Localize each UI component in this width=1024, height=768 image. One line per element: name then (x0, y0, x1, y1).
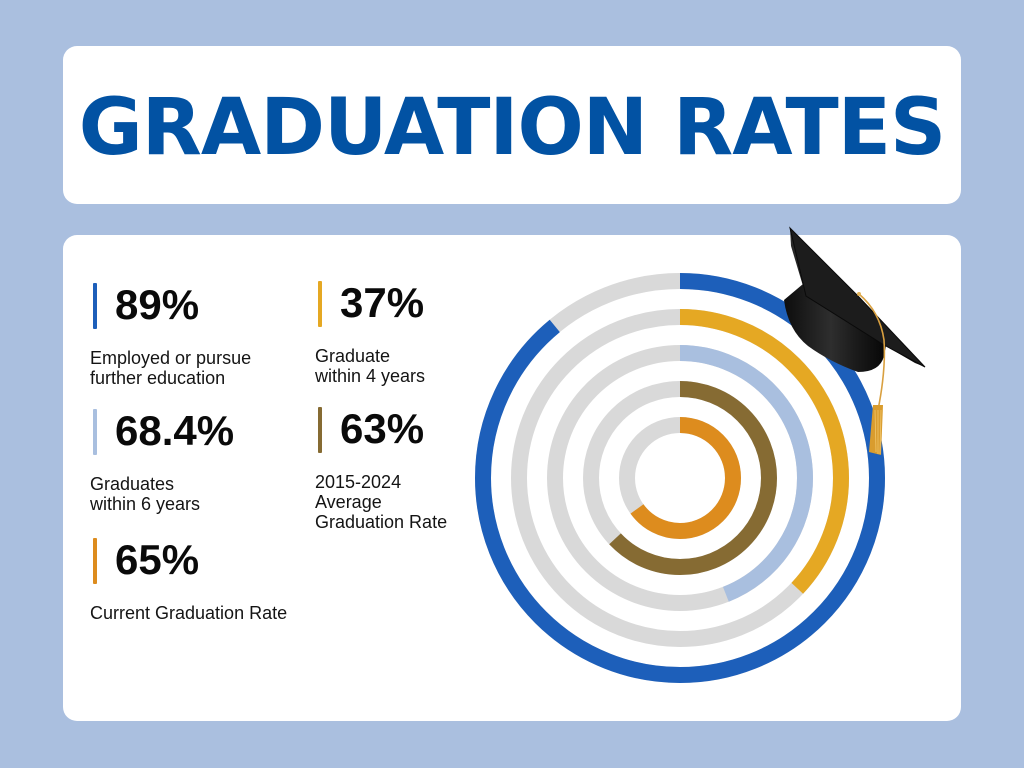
stat-color-bar (93, 538, 97, 584)
stat-label: Employed or pursue further education (90, 348, 252, 388)
page-title: GRADUATION RATES (78, 83, 946, 173)
stat-value: 68.4% (115, 407, 235, 454)
ring-arc-2 (547, 345, 813, 611)
stat-value: 65% (115, 536, 200, 583)
ring-arc-0 (475, 273, 885, 683)
stat-color-bar (93, 409, 97, 455)
ring-arc-1 (511, 309, 849, 647)
stat-color-bar (93, 283, 97, 329)
stat-label: Graduate within 4 years (315, 346, 426, 386)
ring-arc-4 (619, 417, 741, 539)
title-card: GRADUATION RATES (63, 46, 961, 204)
stat-label: Current Graduation Rate (90, 603, 288, 623)
stat-color-bar (318, 281, 322, 327)
stat-value: 63% (340, 405, 425, 452)
stat-value: 37% (340, 279, 425, 326)
stat-label: 2015-2024 Average Graduation Rate (315, 472, 448, 532)
stat-value: 89% (115, 281, 200, 328)
ring-arc-3 (583, 381, 777, 575)
stat-label: Graduates within 6 years (90, 474, 201, 514)
stat-color-bar (318, 407, 322, 453)
